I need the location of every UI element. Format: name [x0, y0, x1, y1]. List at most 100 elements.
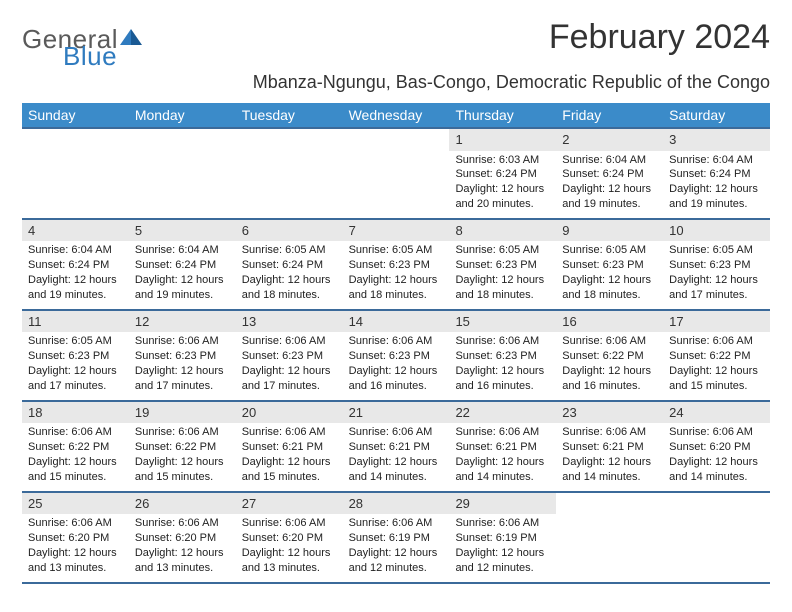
calendar-cell: 1Sunrise: 6:03 AMSunset: 6:24 PMDaylight…	[449, 129, 556, 218]
calendar-cell: 7Sunrise: 6:05 AMSunset: 6:23 PMDaylight…	[343, 220, 450, 309]
daylight-text: and 13 minutes.	[242, 561, 337, 576]
day-number: 21	[343, 402, 450, 424]
calendar-cell: 15Sunrise: 6:06 AMSunset: 6:23 PMDayligh…	[449, 311, 556, 400]
day-body: Sunrise: 6:06 AMSunset: 6:21 PMDaylight:…	[556, 423, 663, 490]
sunrise-text: Sunrise: 6:06 AM	[455, 516, 550, 531]
day-number: 26	[129, 493, 236, 515]
daylight-text: and 15 minutes.	[242, 470, 337, 485]
sunrise-text: Sunrise: 6:05 AM	[28, 334, 123, 349]
sunrise-text: Sunrise: 6:05 AM	[242, 243, 337, 258]
daylight-text: and 16 minutes.	[455, 379, 550, 394]
sunrise-text: Sunrise: 6:06 AM	[242, 516, 337, 531]
calendar-cell	[556, 493, 663, 582]
daylight-text: Daylight: 12 hours	[28, 455, 123, 470]
sunset-text: Sunset: 6:20 PM	[242, 531, 337, 546]
sunrise-text: Sunrise: 6:06 AM	[242, 334, 337, 349]
day-body: Sunrise: 6:05 AMSunset: 6:23 PMDaylight:…	[663, 241, 770, 308]
day-number	[129, 129, 236, 133]
daylight-text: Daylight: 12 hours	[455, 273, 550, 288]
sunrise-text: Sunrise: 6:06 AM	[349, 516, 444, 531]
sunrise-text: Sunrise: 6:06 AM	[669, 334, 764, 349]
sunrise-text: Sunrise: 6:05 AM	[562, 243, 657, 258]
daylight-text: and 15 minutes.	[28, 470, 123, 485]
sunrise-text: Sunrise: 6:04 AM	[562, 153, 657, 168]
sunset-text: Sunset: 6:21 PM	[562, 440, 657, 455]
calendar-cell: 14Sunrise: 6:06 AMSunset: 6:23 PMDayligh…	[343, 311, 450, 400]
sunset-text: Sunset: 6:23 PM	[135, 349, 230, 364]
day-number	[22, 129, 129, 133]
day-number: 5	[129, 220, 236, 242]
sunrise-text: Sunrise: 6:05 AM	[669, 243, 764, 258]
sunset-text: Sunset: 6:22 PM	[562, 349, 657, 364]
day-number: 18	[22, 402, 129, 424]
day-number: 2	[556, 129, 663, 151]
day-body: Sunrise: 6:05 AMSunset: 6:24 PMDaylight:…	[236, 241, 343, 308]
calendar-cell: 26Sunrise: 6:06 AMSunset: 6:20 PMDayligh…	[129, 493, 236, 582]
daylight-text: and 19 minutes.	[135, 288, 230, 303]
day-body: Sunrise: 6:04 AMSunset: 6:24 PMDaylight:…	[556, 151, 663, 218]
daylight-text: and 12 minutes.	[349, 561, 444, 576]
daylight-text: Daylight: 12 hours	[349, 546, 444, 561]
day-number: 12	[129, 311, 236, 333]
sunrise-text: Sunrise: 6:04 AM	[669, 153, 764, 168]
day-number: 25	[22, 493, 129, 515]
daylight-text: and 18 minutes.	[349, 288, 444, 303]
sunrise-text: Sunrise: 6:03 AM	[455, 153, 550, 168]
sunrise-text: Sunrise: 6:06 AM	[135, 425, 230, 440]
calendar-cell	[129, 129, 236, 218]
sunset-text: Sunset: 6:23 PM	[28, 349, 123, 364]
calendar-cell: 23Sunrise: 6:06 AMSunset: 6:21 PMDayligh…	[556, 402, 663, 491]
daylight-text: Daylight: 12 hours	[28, 364, 123, 379]
daylight-text: and 19 minutes.	[28, 288, 123, 303]
daylight-text: and 19 minutes.	[562, 197, 657, 212]
calendar-row: 4Sunrise: 6:04 AMSunset: 6:24 PMDaylight…	[22, 218, 770, 309]
daylight-text: and 14 minutes.	[562, 470, 657, 485]
sunset-text: Sunset: 6:22 PM	[28, 440, 123, 455]
calendar-cell: 4Sunrise: 6:04 AMSunset: 6:24 PMDaylight…	[22, 220, 129, 309]
day-number: 9	[556, 220, 663, 242]
sunset-text: Sunset: 6:19 PM	[349, 531, 444, 546]
sunset-text: Sunset: 6:20 PM	[669, 440, 764, 455]
day-number	[556, 493, 663, 497]
day-body: Sunrise: 6:05 AMSunset: 6:23 PMDaylight:…	[22, 332, 129, 399]
day-body: Sunrise: 6:06 AMSunset: 6:20 PMDaylight:…	[236, 514, 343, 581]
sunset-text: Sunset: 6:19 PM	[455, 531, 550, 546]
calendar-cell: 29Sunrise: 6:06 AMSunset: 6:19 PMDayligh…	[449, 493, 556, 582]
sunrise-text: Sunrise: 6:06 AM	[669, 425, 764, 440]
sunrise-text: Sunrise: 6:06 AM	[28, 425, 123, 440]
day-number: 17	[663, 311, 770, 333]
calendar-cell: 6Sunrise: 6:05 AMSunset: 6:24 PMDaylight…	[236, 220, 343, 309]
calendar-cell: 17Sunrise: 6:06 AMSunset: 6:22 PMDayligh…	[663, 311, 770, 400]
daylight-text: and 17 minutes.	[28, 379, 123, 394]
daylight-text: Daylight: 12 hours	[28, 546, 123, 561]
daylight-text: Daylight: 12 hours	[562, 273, 657, 288]
sunset-text: Sunset: 6:23 PM	[455, 349, 550, 364]
sunrise-text: Sunrise: 6:06 AM	[28, 516, 123, 531]
sunset-text: Sunset: 6:23 PM	[349, 258, 444, 273]
sunrise-text: Sunrise: 6:06 AM	[242, 425, 337, 440]
daylight-text: Daylight: 12 hours	[135, 455, 230, 470]
day-number: 23	[556, 402, 663, 424]
daylight-text: and 13 minutes.	[28, 561, 123, 576]
sunset-text: Sunset: 6:23 PM	[669, 258, 764, 273]
calendar-cell	[663, 493, 770, 582]
calendar-cell: 21Sunrise: 6:06 AMSunset: 6:21 PMDayligh…	[343, 402, 450, 491]
day-body: Sunrise: 6:06 AMSunset: 6:22 PMDaylight:…	[556, 332, 663, 399]
calendar-row: 25Sunrise: 6:06 AMSunset: 6:20 PMDayligh…	[22, 491, 770, 584]
sunrise-text: Sunrise: 6:05 AM	[349, 243, 444, 258]
calendar-row: 18Sunrise: 6:06 AMSunset: 6:22 PMDayligh…	[22, 400, 770, 491]
sunset-text: Sunset: 6:24 PM	[455, 167, 550, 182]
day-number: 15	[449, 311, 556, 333]
day-number: 11	[22, 311, 129, 333]
calendar-cell	[343, 129, 450, 218]
dow-friday: Friday	[556, 103, 663, 127]
day-number: 4	[22, 220, 129, 242]
day-number: 13	[236, 311, 343, 333]
sunset-text: Sunset: 6:20 PM	[28, 531, 123, 546]
day-body: Sunrise: 6:06 AMSunset: 6:23 PMDaylight:…	[129, 332, 236, 399]
dow-thursday: Thursday	[449, 103, 556, 127]
day-body: Sunrise: 6:05 AMSunset: 6:23 PMDaylight:…	[343, 241, 450, 308]
daylight-text: Daylight: 12 hours	[669, 182, 764, 197]
daylight-text: Daylight: 12 hours	[455, 182, 550, 197]
daylight-text: Daylight: 12 hours	[28, 273, 123, 288]
